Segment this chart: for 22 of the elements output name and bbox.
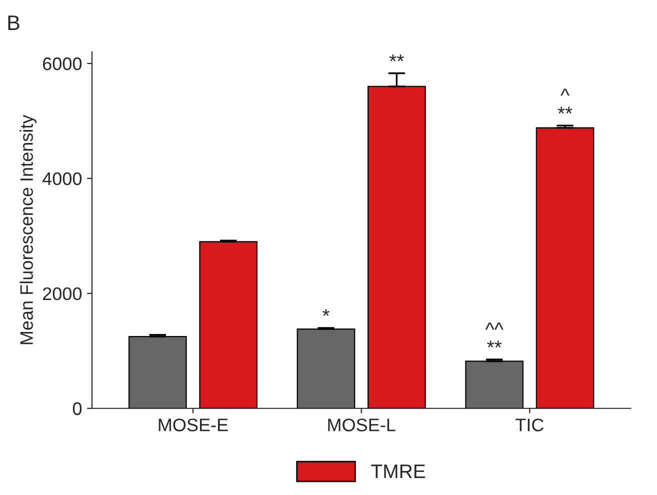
annotation: ** [558, 106, 572, 114]
annotation: ^^ [485, 322, 504, 330]
y-tick-label: 4000 [42, 172, 82, 186]
text: B [8, 16, 20, 30]
annotation: ** [487, 340, 502, 348]
y-tick-label: 0 [72, 402, 82, 416]
bar [465, 360, 524, 408]
legend-label: TMRE [371, 464, 426, 478]
annotation: ^ [560, 88, 570, 96]
x-tick-label: MOSE-L [328, 418, 396, 432]
y-axis-title: Mean Fluorescence Intensity [20, 114, 37, 344]
bar [199, 241, 258, 408]
bar [128, 336, 187, 408]
bar [368, 86, 426, 408]
x-tick-label: TIC [516, 418, 544, 432]
bar [296, 328, 356, 408]
x-tick-label: MOSE-E [158, 418, 228, 432]
y-tick-label: 2000 [43, 287, 82, 300]
y-tick-label: 6000 [43, 57, 82, 70]
annotation: * [322, 309, 330, 316]
annotation: ** [389, 54, 404, 62]
bar [536, 127, 594, 408]
